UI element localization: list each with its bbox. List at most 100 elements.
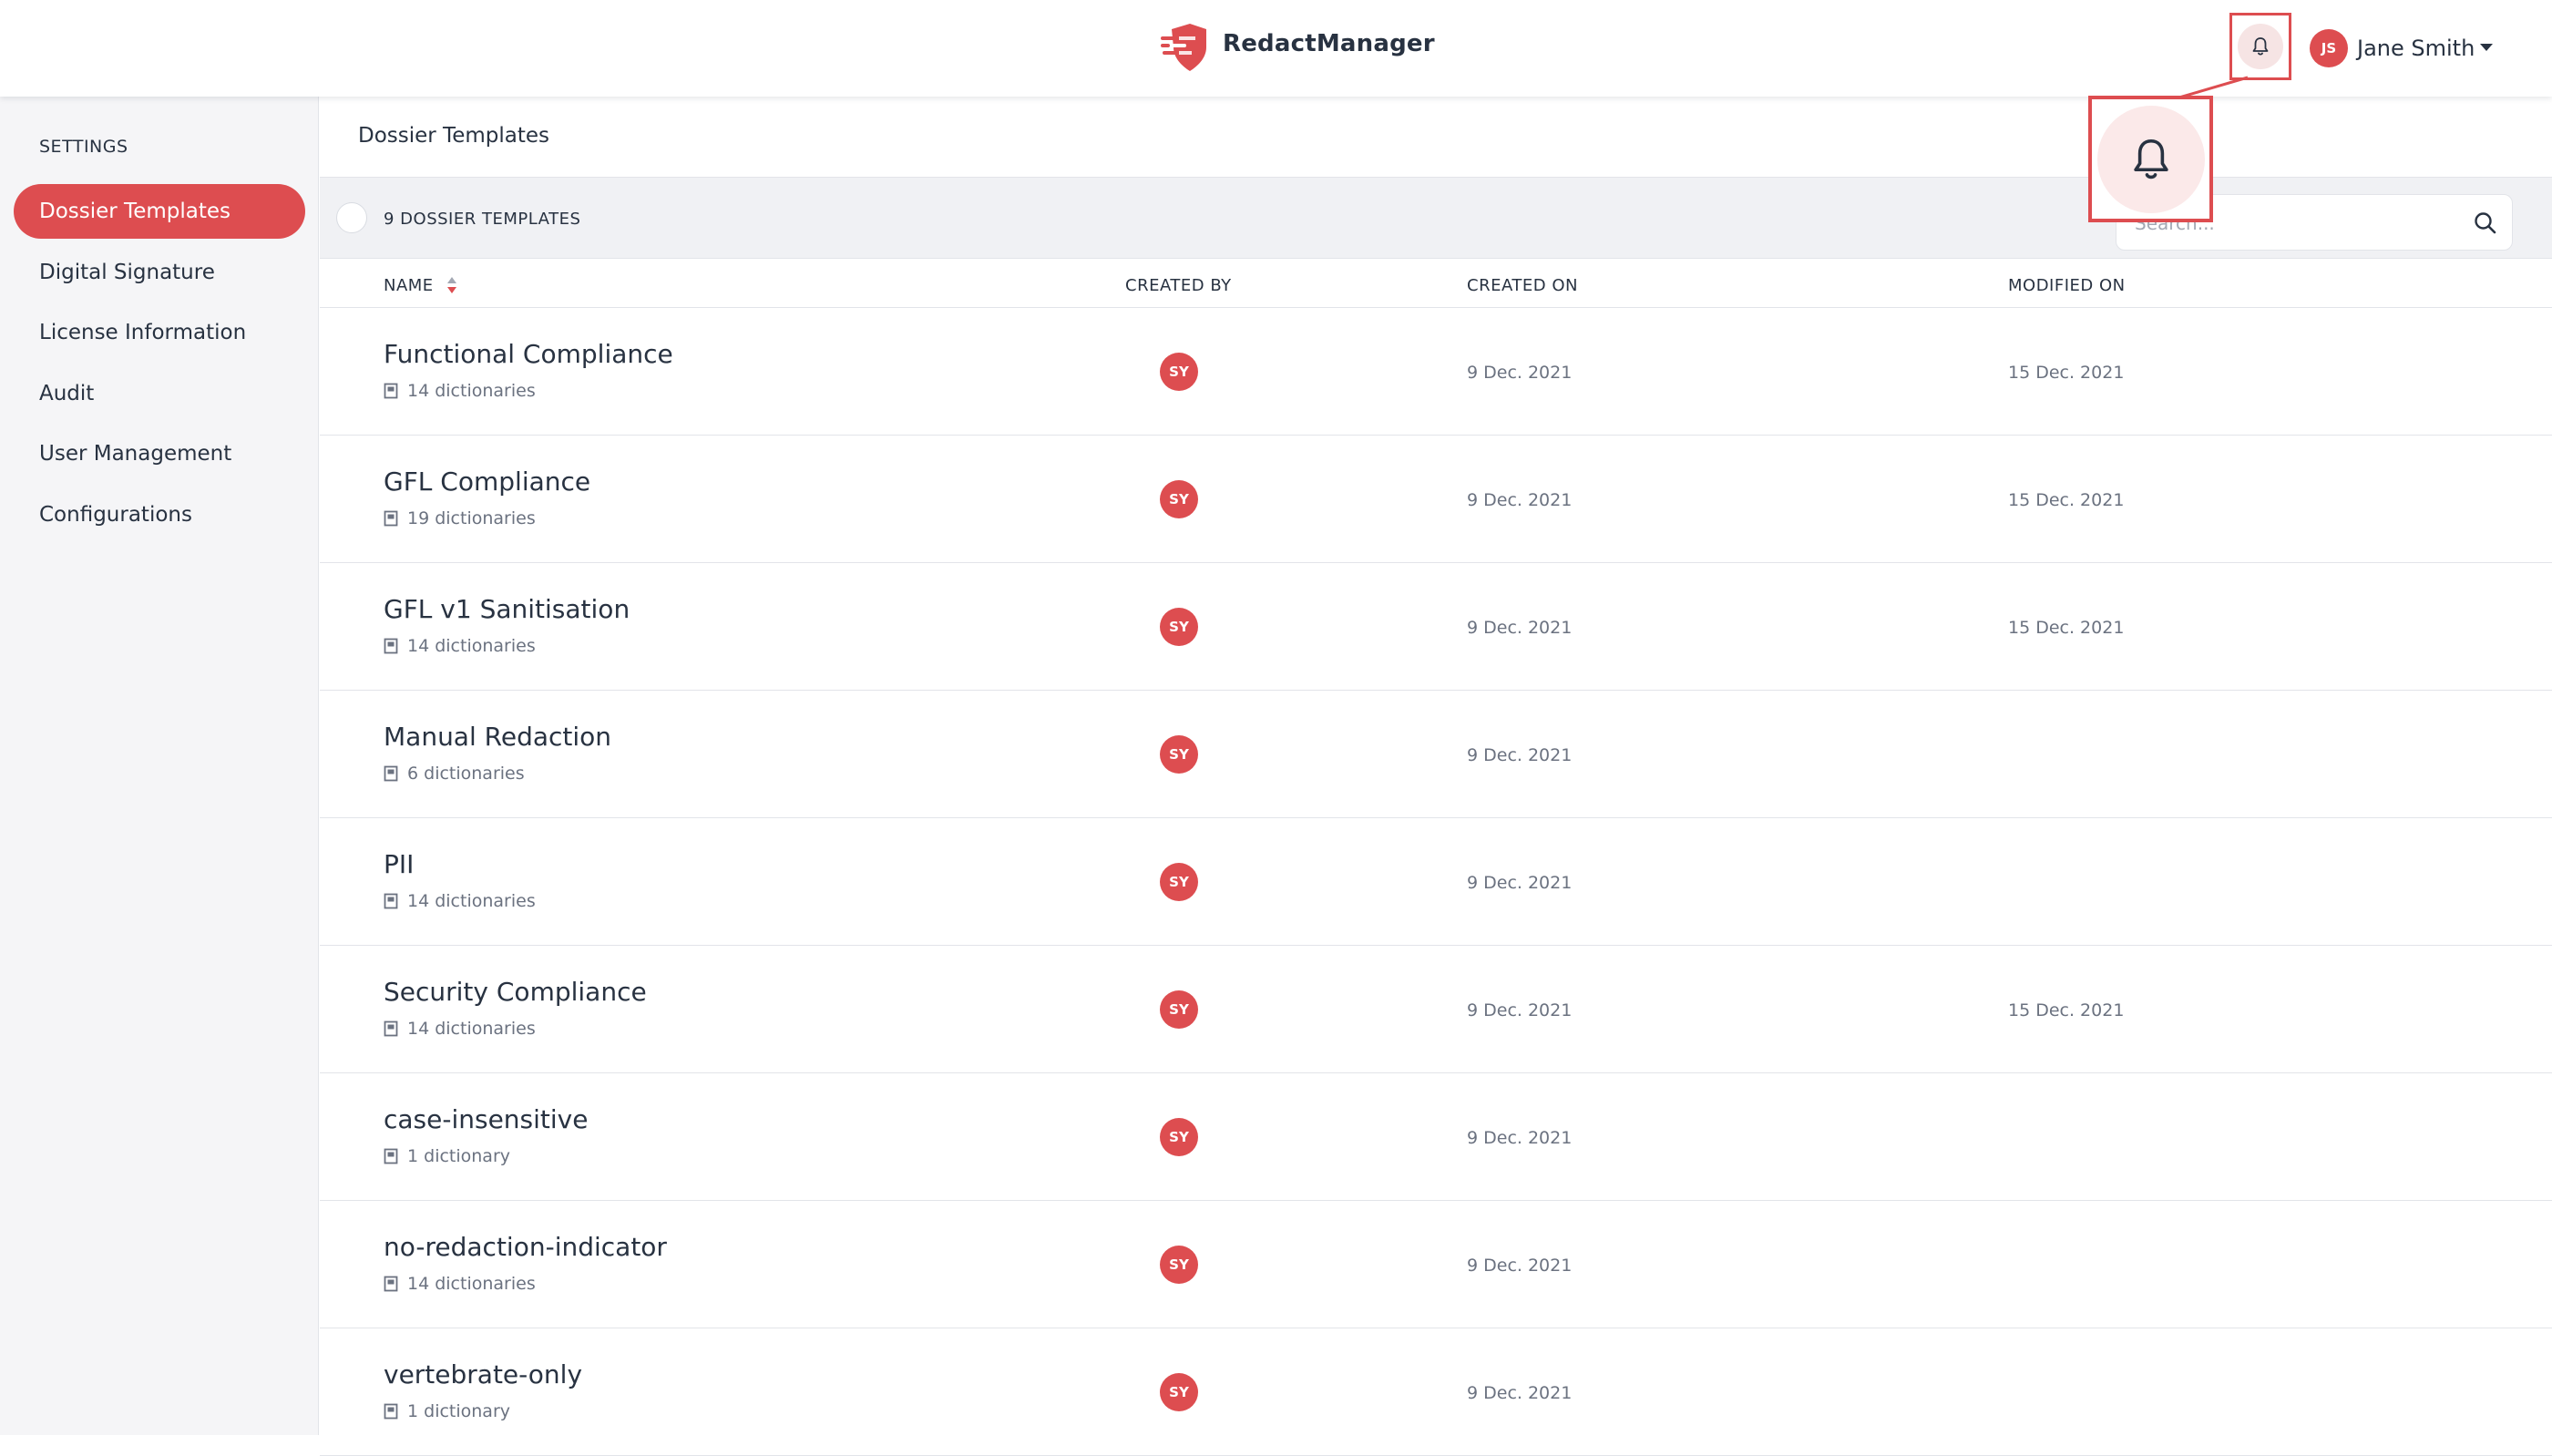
bell-zoom-bg: [2096, 105, 2205, 213]
dictionary-count-label: 1 dictionary: [407, 1401, 511, 1421]
modified-on: 15 Dec. 2021: [2008, 1000, 2125, 1020]
template-name[interactable]: GFL Compliance: [384, 467, 591, 497]
column-header-created-on[interactable]: CREATED ON: [1467, 276, 1578, 295]
column-header-name[interactable]: NAME: [384, 276, 434, 295]
creator-avatar: SY: [1160, 863, 1198, 901]
dictionary-count: 14 dictionaries: [384, 1274, 536, 1294]
column-header-created-by[interactable]: CREATED BY: [1125, 276, 1232, 295]
sidebar-item-audit[interactable]: Audit: [39, 382, 95, 405]
sidebar-item-license-information[interactable]: License Information: [39, 321, 247, 344]
creator-avatar: SY: [1160, 353, 1198, 391]
redactmanager-logo-icon: [1161, 24, 1206, 71]
template-name[interactable]: case-insensitive: [384, 1104, 589, 1134]
dictionary-count-label: 1 dictionary: [407, 1146, 511, 1166]
created-on: 9 Dec. 2021: [1467, 1128, 1573, 1148]
templates-table: Functional Compliance 14 dictionaries SY…: [320, 308, 2552, 1456]
creator-avatar: SY: [1160, 1373, 1198, 1411]
user-menu-caret-icon[interactable]: [2480, 44, 2493, 51]
sort-icon[interactable]: [446, 274, 458, 296]
created-on: 9 Dec. 2021: [1467, 1383, 1573, 1403]
dictionary-count: 19 dictionaries: [384, 508, 536, 528]
app-title: RedactManager: [1223, 30, 1435, 57]
table-row[interactable]: vertebrate-only 1 dictionary SY 9 Dec. 2…: [320, 1328, 2552, 1456]
dictionary-count: 14 dictionaries: [384, 1019, 536, 1039]
dictionary-count-label: 14 dictionaries: [407, 891, 536, 911]
dictionary-count-label: 14 dictionaries: [407, 1274, 536, 1294]
notifications-button-bg[interactable]: [2238, 24, 2283, 69]
book-icon: [384, 1403, 398, 1420]
table-row[interactable]: GFL Compliance 19 dictionaries SY 9 Dec.…: [320, 436, 2552, 563]
book-icon: [384, 1148, 398, 1164]
dictionary-count-label: 14 dictionaries: [407, 636, 536, 656]
user-avatar[interactable]: JS: [2310, 29, 2348, 67]
dictionary-count: 14 dictionaries: [384, 891, 536, 911]
select-all-checkbox[interactable]: [336, 202, 367, 233]
bell-icon: [2252, 37, 2269, 56]
created-on: 9 Dec. 2021: [1467, 490, 1573, 510]
template-name[interactable]: vertebrate-only: [384, 1359, 583, 1389]
created-on: 9 Dec. 2021: [1467, 1000, 1573, 1020]
book-icon: [384, 893, 398, 909]
creator-avatar: SY: [1160, 608, 1198, 646]
table-row[interactable]: Manual Redaction 6 dictionaries SY 9 Dec…: [320, 691, 2552, 818]
modified-on: 15 Dec. 2021: [2008, 618, 2125, 638]
creator-avatar: SY: [1160, 480, 1198, 518]
creator-avatar: SY: [1160, 1246, 1198, 1284]
dictionary-count: 14 dictionaries: [384, 381, 536, 401]
book-icon: [384, 638, 398, 654]
template-name[interactable]: Functional Compliance: [384, 339, 673, 369]
modified-on: 15 Dec. 2021: [2008, 490, 2125, 510]
book-icon: [384, 1020, 398, 1037]
dictionary-count: 6 dictionaries: [384, 764, 525, 784]
table-row[interactable]: case-insensitive 1 dictionary SY 9 Dec. …: [320, 1073, 2552, 1201]
sidebar-item-user-management[interactable]: User Management: [39, 442, 232, 466]
created-on: 9 Dec. 2021: [1467, 873, 1573, 893]
modified-on: 15 Dec. 2021: [2008, 363, 2125, 383]
notifications-button[interactable]: [2229, 13, 2291, 80]
bell-icon-zoomed: [2133, 138, 2168, 179]
template-name[interactable]: Security Compliance: [384, 977, 647, 1007]
page-title: Dossier Templates: [358, 124, 549, 148]
template-name[interactable]: no-redaction-indicator: [384, 1232, 667, 1262]
dictionary-count-label: 6 dictionaries: [407, 764, 525, 784]
created-on: 9 Dec. 2021: [1467, 363, 1573, 383]
dictionary-count: 14 dictionaries: [384, 636, 536, 656]
column-header-modified-on[interactable]: MODIFIED ON: [2008, 276, 2126, 295]
table-header: NAME CREATED BY CREATED ON MODIFIED ON: [320, 259, 2552, 308]
book-icon: [384, 765, 398, 782]
settings-sidebar: SETTINGS Dossier Templates Digital Signa…: [0, 97, 319, 1435]
search-icon[interactable]: [2472, 210, 2499, 237]
book-icon: [384, 510, 398, 527]
user-name[interactable]: Jane Smith: [2357, 36, 2475, 61]
creator-avatar: SY: [1160, 1118, 1198, 1156]
created-on: 9 Dec. 2021: [1467, 1256, 1573, 1276]
dictionary-count: 1 dictionary: [384, 1401, 510, 1421]
dictionary-count-label: 14 dictionaries: [407, 381, 536, 401]
template-name[interactable]: PII: [384, 849, 415, 879]
dictionary-count: 1 dictionary: [384, 1146, 510, 1166]
main-content: Dossier Templates 9 DOSSIER TEMPLATES NA…: [320, 97, 2552, 1456]
sidebar-item-dossier-templates[interactable]: Dossier Templates: [14, 184, 305, 239]
book-icon: [384, 1276, 398, 1292]
table-row[interactable]: PII 14 dictionaries SY 9 Dec. 2021: [320, 818, 2552, 946]
creator-avatar: SY: [1160, 735, 1198, 774]
list-toolbar: 9 DOSSIER TEMPLATES: [320, 177, 2552, 259]
created-on: 9 Dec. 2021: [1467, 745, 1573, 765]
book-icon: [384, 383, 398, 399]
top-header: RedactManager JS Jane Smith: [0, 0, 2552, 97]
table-row[interactable]: Security Compliance 14 dictionaries SY 9…: [320, 946, 2552, 1073]
templates-count: 9 DOSSIER TEMPLATES: [384, 210, 581, 229]
sidebar-heading: SETTINGS: [39, 137, 128, 157]
created-on: 9 Dec. 2021: [1467, 618, 1573, 638]
table-row[interactable]: GFL v1 Sanitisation 14 dictionaries SY 9…: [320, 563, 2552, 691]
table-row[interactable]: Functional Compliance 14 dictionaries SY…: [320, 308, 2552, 436]
sidebar-item-digital-signature[interactable]: Digital Signature: [39, 261, 215, 284]
template-name[interactable]: Manual Redaction: [384, 722, 612, 752]
table-row[interactable]: no-redaction-indicator 14 dictionaries S…: [320, 1201, 2552, 1328]
template-name[interactable]: GFL v1 Sanitisation: [384, 594, 630, 624]
bell-zoom-callout: [2088, 96, 2213, 222]
creator-avatar: SY: [1160, 990, 1198, 1029]
dictionary-count-label: 14 dictionaries: [407, 1019, 536, 1039]
dictionary-count-label: 19 dictionaries: [407, 508, 536, 528]
sidebar-item-configurations[interactable]: Configurations: [39, 503, 192, 527]
